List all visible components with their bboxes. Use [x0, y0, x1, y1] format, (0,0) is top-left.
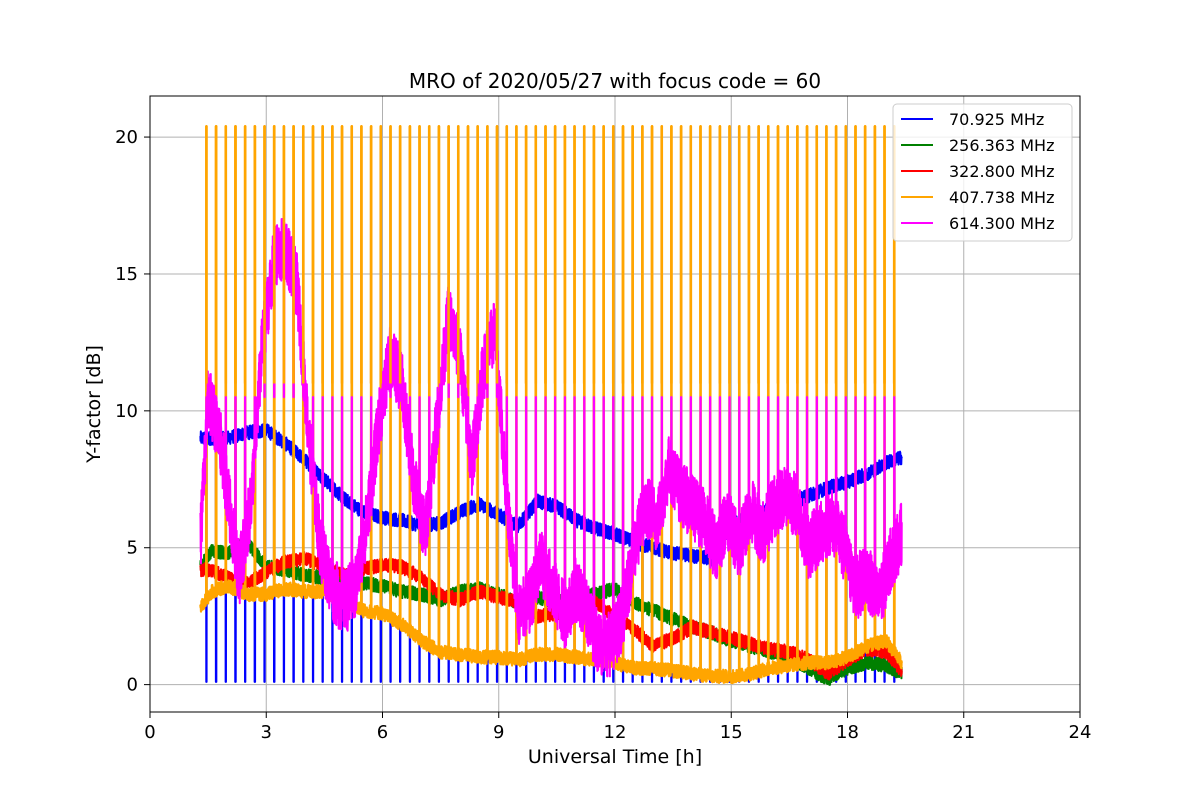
- x-tick-label: 3: [261, 722, 272, 743]
- x-tick-label: 9: [493, 722, 504, 743]
- x-tick-label: 21: [952, 722, 975, 743]
- y-tick-label: 5: [127, 538, 138, 559]
- series-line: [199, 217, 903, 678]
- plot-series: [199, 125, 903, 686]
- legend-entry: 70.925 MHz: [949, 110, 1044, 129]
- legend-entry: 614.300 MHz: [949, 214, 1054, 233]
- legend-entry: 256.363 MHz: [949, 136, 1054, 155]
- x-axis-label: Universal Time [h]: [528, 746, 702, 768]
- y-tick-label: 15: [115, 264, 138, 285]
- series-line: [199, 125, 903, 685]
- legend: 70.925 MHz 256.363 MHz 322.800 MHz 407.738 …: [892, 103, 1073, 242]
- legend-entry: 407.738 MHz: [949, 188, 1054, 207]
- series-line: [199, 550, 903, 681]
- x-tick-label: 12: [604, 722, 627, 743]
- y-tick-label: 10: [115, 401, 138, 422]
- y-tick-label: 0: [127, 675, 138, 696]
- legend-box: [892, 103, 1073, 242]
- x-tick-label: 0: [144, 722, 155, 743]
- x-tick-label: 6: [377, 722, 388, 743]
- x-tick-label: 24: [1069, 722, 1092, 743]
- x-tick-label: 15: [720, 722, 743, 743]
- y-axis-label: Y-factor [dB]: [83, 345, 105, 464]
- y-tick-label: 20: [115, 127, 138, 148]
- axis-ticks: 0 3 6 9 12 15 18 21 24 0 5 10 15 20: [115, 127, 1091, 743]
- legend-entry: 322.800 MHz: [949, 162, 1054, 181]
- chart-title: MRO of 2020/05/27 with focus code = 60: [409, 69, 821, 93]
- x-tick-label: 18: [836, 722, 859, 743]
